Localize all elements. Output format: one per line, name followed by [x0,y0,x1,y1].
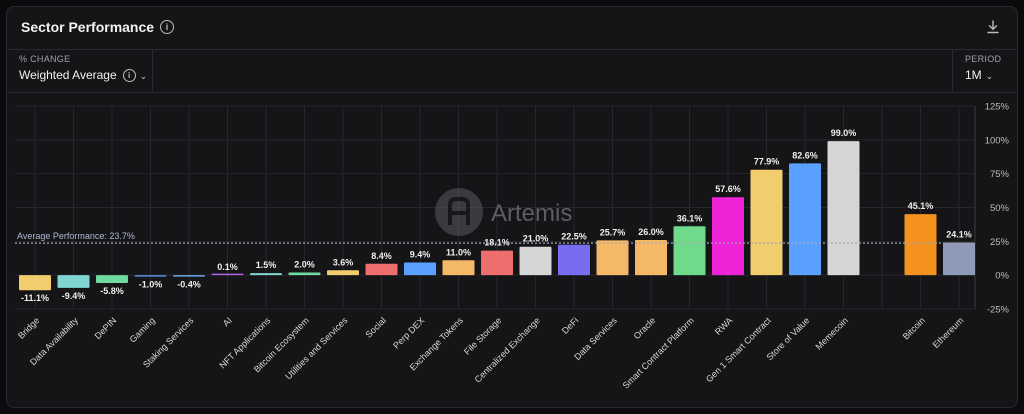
data-label: 77.9% [754,157,780,167]
change-value: Weighted Average [19,68,117,82]
y-tick-label: 125% [985,102,1010,113]
bar [288,272,321,276]
data-label: 45.1% [908,201,934,211]
bar [596,240,629,276]
bar [635,239,667,276]
period-label: PERIOD [965,54,1002,64]
bar [558,244,590,276]
bar [404,262,436,276]
bar [442,260,475,276]
data-label: 26.0% [638,227,664,237]
data-label: -5.8% [100,286,124,296]
data-label: 1.5% [256,260,277,270]
y-tick-label: 100% [985,135,1010,146]
controls-bar: % CHANGE Weighted Average i ⌄ PERIOD 1M ⌄ [7,50,1017,93]
change-selector[interactable]: % CHANGE Weighted Average i ⌄ [7,50,153,92]
x-tick-label: Memecoin [813,315,849,351]
bar [481,250,513,276]
bar [250,273,282,276]
change-dropdown[interactable]: Weighted Average i ⌄ [19,68,148,83]
y-tick-label: 75% [990,169,1010,180]
bar [57,275,90,288]
bar-chart: 125% 100% 75% 50% 25% 0% -25% Artemis -11.1% Brid… [15,102,1010,391]
data-label: 57.6% [715,184,741,194]
data-label: 36.1% [677,213,703,223]
x-tick-label: Oracle [632,315,658,341]
download-icon[interactable] [985,19,1001,35]
period-dropdown[interactable]: 1M ⌄ [965,68,993,82]
data-label: -11.1% [21,293,49,303]
data-label: -1.0% [139,280,163,290]
bar [173,275,205,277]
data-label: 8.4% [371,251,392,261]
bar [19,275,51,291]
bar [750,169,783,276]
x-tick-label: Social [364,315,388,339]
data-label: 25.7% [600,227,626,237]
x-tick-label: Bridge [16,315,41,340]
sector-performance-card: Sector Performance i % CHANGE Weighted Av… [6,6,1018,408]
bar [211,273,244,276]
bar [827,141,860,276]
data-label: 24.1% [946,230,972,240]
x-tick-label: RWA [713,315,735,337]
x-tick-label: DePIN [93,315,119,341]
bar [789,163,821,276]
bar [327,270,359,276]
artemis-logo-icon [435,188,483,236]
bar [519,246,552,276]
data-label: -0.4% [177,280,201,290]
bar [96,275,128,284]
page-title: Sector Performance i [21,19,175,35]
data-label: 0.1% [217,262,238,272]
x-tick-label: File Storage [462,315,503,356]
x-tick-label: Centralized Exchange [473,315,542,384]
title-text: Sector Performance [21,19,155,35]
x-tick-label: Gaming [128,315,157,344]
bar [365,263,398,276]
bar [673,226,706,276]
bar [943,242,975,276]
bar [904,214,937,276]
data-label: 21.0% [523,234,549,244]
data-label: 3.6% [333,257,354,267]
x-tick-label: Ethereum [931,315,966,350]
data-label: 9.4% [410,249,431,259]
x-tick-label: Smart Contract Platform [621,315,696,390]
info-icon[interactable]: i [160,20,175,35]
y-tick-label: 50% [990,203,1010,214]
data-label: 99.0% [831,128,857,138]
data-label: 2.0% [294,259,315,269]
x-tick-label: Perp DEX [391,315,426,350]
data-label: 11.0% [446,247,471,257]
data-label: -9.4% [62,291,86,301]
x-tick-label: Gen 1 Smart Contract [704,315,773,384]
data-label: 82.6% [792,150,818,160]
x-tick-label: DeFi [560,315,581,336]
y-tick-label: 25% [990,237,1010,248]
average-label: Average Performance: 23.7% [17,231,135,241]
info-icon[interactable]: i [122,69,136,83]
x-tick-label: AI [221,315,234,328]
change-label: % CHANGE [19,54,71,64]
period-selector[interactable]: PERIOD 1M ⌄ [952,50,1017,92]
chevron-down-icon[interactable]: ⌄ [139,71,148,81]
watermark-text: Artemis [491,200,572,227]
card-header: Sector Performance i [7,7,1017,50]
data-label: 22.5% [561,232,587,242]
chevron-down-icon[interactable]: ⌄ [985,71,994,81]
period-value: 1M [965,68,982,82]
x-tick-label: Bitcoin [901,315,927,341]
bar [712,197,744,276]
y-tick-label: 0% [995,271,1009,282]
bar [134,275,167,277]
y-tick-label: -25% [987,305,1010,316]
